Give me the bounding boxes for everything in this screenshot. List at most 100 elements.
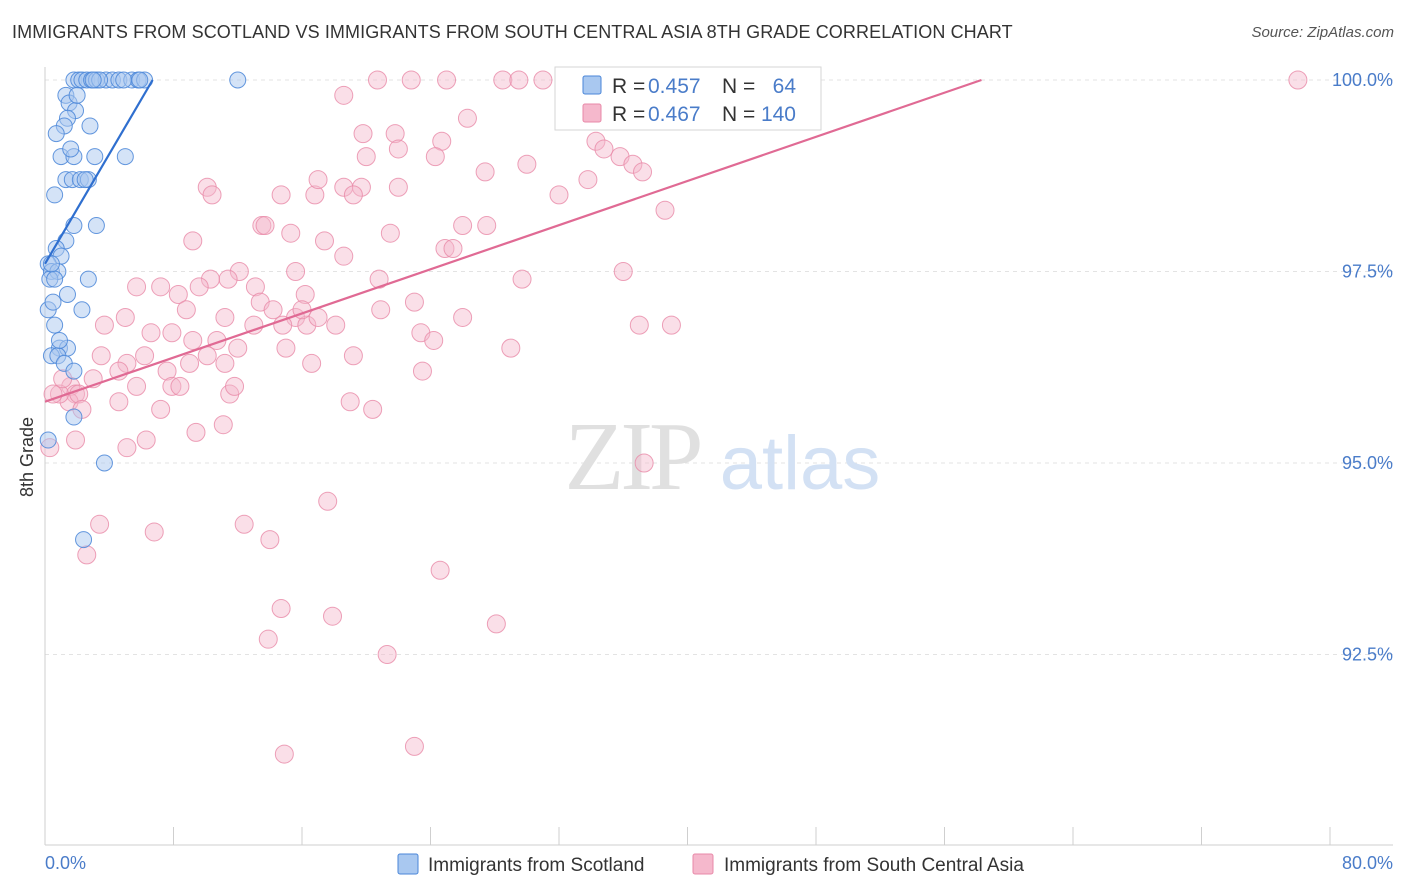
asia-point-50 xyxy=(200,269,220,289)
asia-point-70 xyxy=(629,315,649,335)
tick-labels: 92.5% 95.0% 97.5% 100.0% 0.0% 80.0% xyxy=(45,70,1393,873)
asia-point-0 xyxy=(437,70,457,90)
stats-r-value-asia: 0.467 xyxy=(648,103,701,126)
y-tick-label-0: 92.5% xyxy=(1342,645,1393,665)
scotland-point-55 xyxy=(68,86,86,104)
scotland-point-37 xyxy=(79,270,97,288)
asia-point-138 xyxy=(594,139,614,159)
asia-point-117 xyxy=(260,530,280,550)
scotland-point-22 xyxy=(86,148,104,166)
asia-point-45 xyxy=(286,262,306,281)
asia-point-36 xyxy=(453,216,473,236)
asia-point-125 xyxy=(404,736,424,756)
asia-point-52 xyxy=(613,262,633,281)
asia-point-57 xyxy=(263,300,283,320)
grid-lines xyxy=(45,79,1393,655)
y-axis-label: 8th Grade xyxy=(17,417,37,497)
asia-point-113 xyxy=(318,491,338,511)
stats-r-value-scotland: 0.457 xyxy=(648,75,701,98)
asia-point-75 xyxy=(183,330,203,350)
scotland-point-51 xyxy=(95,454,113,472)
scotland-point-53 xyxy=(39,431,57,449)
asia-point-31 xyxy=(308,170,328,190)
asia-point-90 xyxy=(157,361,177,381)
asia-point-23 xyxy=(578,170,598,190)
asia-point-14 xyxy=(586,131,606,151)
asia-point-1 xyxy=(493,70,513,90)
scotland-point-52 xyxy=(75,531,93,549)
asia-point-109 xyxy=(66,430,86,450)
legend-swatch-scotland xyxy=(397,853,419,875)
asia-point-9 xyxy=(457,108,477,128)
asia-point-121 xyxy=(323,606,343,626)
asia-point-136 xyxy=(189,277,209,297)
asia-point-86 xyxy=(343,346,363,366)
watermark-zip: ZIP xyxy=(565,403,700,511)
y-tick-label-1: 95.0% xyxy=(1342,453,1393,473)
asia-point-2 xyxy=(509,70,529,90)
asia-point-62 xyxy=(115,307,135,327)
legend-label-asia: Immigrants from South Central Asia xyxy=(724,855,1024,876)
bottom-legend: Immigrants from Scotland Immigrants from… xyxy=(397,853,1024,876)
scotland-point-49 xyxy=(65,362,83,380)
asia-point-87 xyxy=(501,338,521,358)
y-tick-label-2: 97.5% xyxy=(1342,262,1393,282)
asia-point-115 xyxy=(90,514,110,534)
asia-point-27 xyxy=(202,185,222,205)
series-south-central-asia xyxy=(40,70,1308,764)
scotland-point-50 xyxy=(65,408,83,426)
asia-point-69 xyxy=(424,330,444,350)
asia-point-68 xyxy=(141,323,161,343)
asia-point-100 xyxy=(225,376,245,396)
asia-point-126 xyxy=(274,744,294,764)
asia-point-44 xyxy=(229,262,249,281)
asia-point-119 xyxy=(430,560,450,580)
x-tick-label-1: 80.0% xyxy=(1342,853,1393,873)
asia-point-84 xyxy=(215,353,235,373)
scotland-point-63 xyxy=(50,331,68,349)
asia-point-51 xyxy=(245,277,265,297)
asia-point-95 xyxy=(162,376,182,396)
asia-point-104 xyxy=(151,399,171,419)
stats-n-label-scotland: N = xyxy=(722,75,755,98)
asia-point-63 xyxy=(215,307,235,327)
asia-point-118 xyxy=(77,545,97,565)
asia-point-49 xyxy=(151,277,171,297)
asia-point-43 xyxy=(334,246,354,266)
asia-point-108 xyxy=(186,422,206,442)
asia-point-7 xyxy=(1288,70,1308,90)
stats-swatch-asia xyxy=(582,103,602,123)
scotland-point-19 xyxy=(47,125,65,143)
asia-point-81 xyxy=(135,346,155,366)
asia-point-102 xyxy=(109,392,129,412)
asia-point-22 xyxy=(633,162,653,182)
asia-point-134 xyxy=(255,216,275,236)
asia-point-38 xyxy=(380,223,400,243)
asia-point-71 xyxy=(661,315,681,335)
asia-point-17 xyxy=(425,147,445,167)
scotland-point-59 xyxy=(62,140,80,158)
scotland-point-43 xyxy=(46,316,64,334)
asia-point-61 xyxy=(371,300,391,320)
asia-point-111 xyxy=(117,438,137,458)
asia-point-124 xyxy=(377,645,397,664)
asia-point-114 xyxy=(234,514,254,534)
asia-point-65 xyxy=(297,315,317,335)
scotland-point-60 xyxy=(84,71,102,89)
asia-point-103 xyxy=(340,392,360,412)
scotland-point-40 xyxy=(58,285,76,303)
stats-n-label-asia: N = xyxy=(722,103,755,126)
asia-point-116 xyxy=(144,522,164,542)
asia-point-26 xyxy=(351,177,371,197)
trend-line-asia xyxy=(44,78,982,403)
asia-point-3 xyxy=(533,70,553,90)
asia-point-41 xyxy=(435,239,455,259)
asia-point-112 xyxy=(634,453,654,473)
asia-point-139 xyxy=(367,70,387,90)
scotland-point-28 xyxy=(46,186,64,204)
asia-point-64 xyxy=(244,315,264,335)
asia-point-40 xyxy=(183,231,203,251)
asia-point-12 xyxy=(385,124,405,144)
watermark-atlas: atlas xyxy=(720,421,881,506)
